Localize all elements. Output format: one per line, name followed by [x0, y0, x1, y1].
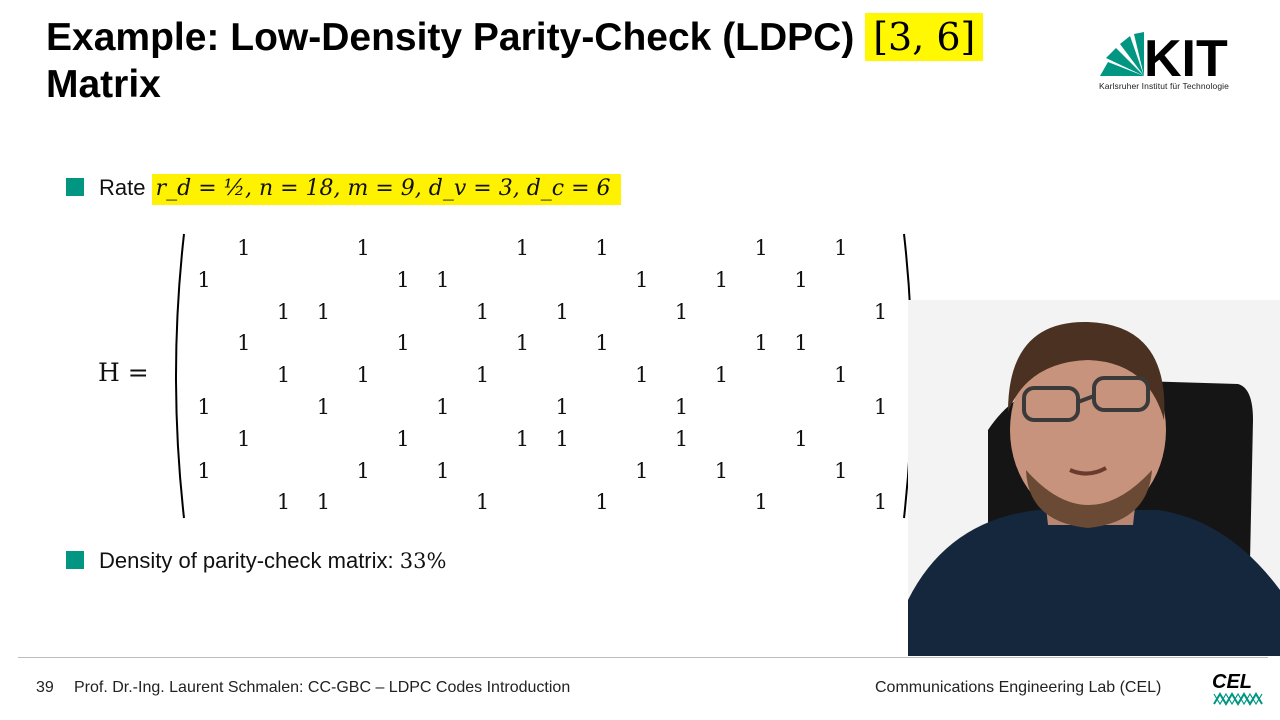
kit-logo-icon: KIT — [1100, 30, 1228, 88]
matrix-entry: 1 — [276, 490, 291, 515]
matrix-entry: 1 — [515, 236, 530, 260]
cel-logo-icon: CEL — [1212, 671, 1263, 706]
matrix-entry: 1 — [396, 331, 410, 356]
matrix-entry: 1 — [237, 426, 251, 451]
matrix-entry: 1 — [197, 458, 211, 483]
matrix-entry: 1 — [475, 299, 490, 324]
matrix-entry: 1 — [475, 490, 490, 515]
matrix-entry: 1 — [436, 395, 450, 419]
matrix-entry: 1 — [595, 490, 609, 515]
bullet-marker — [66, 178, 84, 196]
matrix-entry: 1 — [834, 458, 848, 483]
density-value: 33% — [399, 549, 447, 573]
matrix-entry: 1 — [515, 331, 530, 356]
presenter-image — [908, 300, 1280, 656]
matrix-entry: 1 — [873, 490, 888, 515]
matrix-entry: 1 — [834, 363, 848, 388]
matrix-entry: 1 — [475, 363, 490, 388]
matrix-entry: 1 — [316, 490, 331, 515]
slide-title: Example: Low-Density Parity-Check (LDPC)… — [46, 13, 984, 108]
matrix-entry: 1 — [595, 236, 609, 260]
matrix-entry: 1 — [515, 426, 530, 451]
title-line2: Matrix — [46, 63, 161, 106]
kit-logo-text: KIT — [1144, 30, 1228, 88]
matrix-entry: 1 — [555, 426, 569, 451]
matrix-entry: 1 — [436, 458, 450, 483]
matrix-entry: 1 — [436, 267, 450, 292]
matrix-entry: 1 — [555, 395, 569, 419]
matrix-entry: 1 — [396, 426, 410, 451]
page-number: 39 — [36, 679, 54, 696]
matrix-entry: 1 — [674, 299, 689, 324]
matrix-entry: 1 — [276, 363, 291, 388]
matrix-entry: 1 — [754, 236, 768, 260]
rate-line: Rate r_d = ½, n = 18, m = 9, d_v = 3, d_… — [99, 172, 621, 205]
matrix-entry: 1 — [356, 458, 370, 483]
rate-formula: r_d = ½, n = 18, m = 9, d_v = 3, d_c = 6 — [151, 174, 621, 205]
matrix-entry: 1 — [794, 267, 808, 292]
kit-subtitle: Karlsruher Institut für Technologie — [1099, 81, 1229, 91]
matrix-entry: 1 — [237, 331, 251, 356]
matrix-entry: 1 — [635, 458, 649, 483]
matrix-entry: 1 — [635, 267, 649, 292]
footer-divider — [18, 657, 1268, 658]
matrix-entry: 1 — [276, 299, 291, 324]
matrix-entry: 1 — [356, 363, 370, 388]
title-params: [3, 6] — [865, 13, 984, 61]
footer-lab: Communications Engineering Lab (CEL) — [875, 679, 1162, 696]
matrix-entry: 1 — [714, 267, 729, 292]
matrix-entry: 1 — [635, 363, 649, 388]
matrix-entry: 1 — [714, 458, 729, 483]
matrix-entry: 1 — [873, 299, 888, 324]
matrix-label: H = — [98, 358, 149, 387]
matrix-entry: 1 — [674, 426, 689, 451]
title-text: Example: Low-Density Parity-Check (LDPC) — [46, 16, 855, 59]
matrix-entry: 1 — [873, 395, 888, 419]
density-label: Density of parity-check matrix: — [99, 548, 394, 573]
matrix-entry: 1 — [754, 331, 768, 356]
footer-author: Prof. Dr.-Ing. Laurent Schmalen: CC-GBC … — [74, 679, 571, 696]
bullet-marker — [66, 551, 84, 569]
matrix-entry: 1 — [674, 395, 689, 419]
matrix-entry: 1 — [316, 299, 331, 324]
matrix-entry: 1 — [754, 490, 768, 515]
matrix-entry: 1 — [396, 267, 410, 292]
density-line: Density of parity-check matrix: 33% — [99, 545, 446, 577]
matrix-entry: 1 — [197, 267, 211, 292]
matrix-entry: 1 — [794, 426, 808, 451]
presenter-webcam — [908, 300, 1280, 656]
matrix-entry: 1 — [237, 236, 251, 260]
matrix-entry: 1 — [555, 299, 569, 324]
matrix-entry: 1 — [197, 395, 211, 419]
matrix-entry: 1 — [794, 331, 808, 356]
matrix-entry: 1 — [356, 236, 370, 260]
matrix-entry: 1 — [714, 363, 729, 388]
cel-logo-text: CEL — [1212, 671, 1252, 693]
matrix-entry: 1 — [834, 236, 848, 260]
rate-label: Rate — [99, 175, 146, 200]
matrix-entry: 1 — [316, 395, 331, 419]
matrix-entry: 1 — [595, 331, 609, 356]
